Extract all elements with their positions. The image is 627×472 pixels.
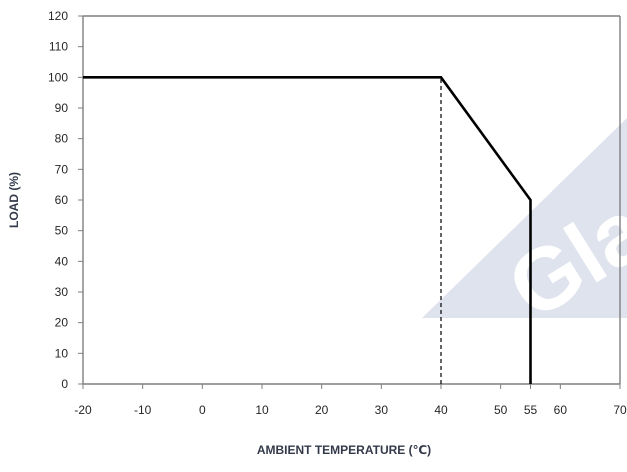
x-tick-label: 50: [494, 403, 508, 417]
y-tick-label: 120: [48, 9, 68, 23]
x-tick-label: 10: [255, 403, 269, 417]
x-tick-label: 0: [199, 403, 206, 417]
x-tick-label: 30: [375, 403, 389, 417]
y-tick-label: 70: [55, 162, 69, 176]
x-tick-label: 60: [554, 403, 568, 417]
y-tick-label: 10: [55, 346, 69, 360]
y-tick-label: 60: [55, 193, 69, 207]
watermark-triangle: [422, 118, 627, 318]
x-tick-label: 55: [524, 403, 538, 417]
x-tick-label: 40: [434, 403, 448, 417]
x-tick-label: 70: [613, 403, 627, 417]
y-tick-label: 90: [55, 101, 69, 115]
x-tick-label: 20: [315, 403, 329, 417]
watermark: Gla: [422, 118, 627, 338]
y-tick-label: 100: [48, 70, 68, 84]
ticks: 0 10 20 30 40 50 60 70 80 90 100 110 120 -20 -10 0 10 20 3…: [48, 9, 627, 417]
y-tick-label: 40: [55, 254, 69, 268]
x-axis-title: AMBIENT TEMPERATURE (℃): [257, 443, 431, 457]
x-tick-label: -20: [74, 403, 92, 417]
y-tick-label: 110: [49, 40, 68, 54]
y-tick-label: 30: [55, 285, 69, 299]
x-tick-label: -10: [134, 403, 152, 417]
derating-curve-line: [83, 76, 532, 384]
y-axis-title: LOAD (%): [7, 172, 21, 228]
y-tick-label: 80: [55, 132, 69, 146]
y-tick-label: 50: [55, 224, 69, 238]
series: [83, 76, 532, 384]
y-tick-label: 20: [55, 316, 69, 330]
y-tick-label: 0: [61, 377, 68, 391]
